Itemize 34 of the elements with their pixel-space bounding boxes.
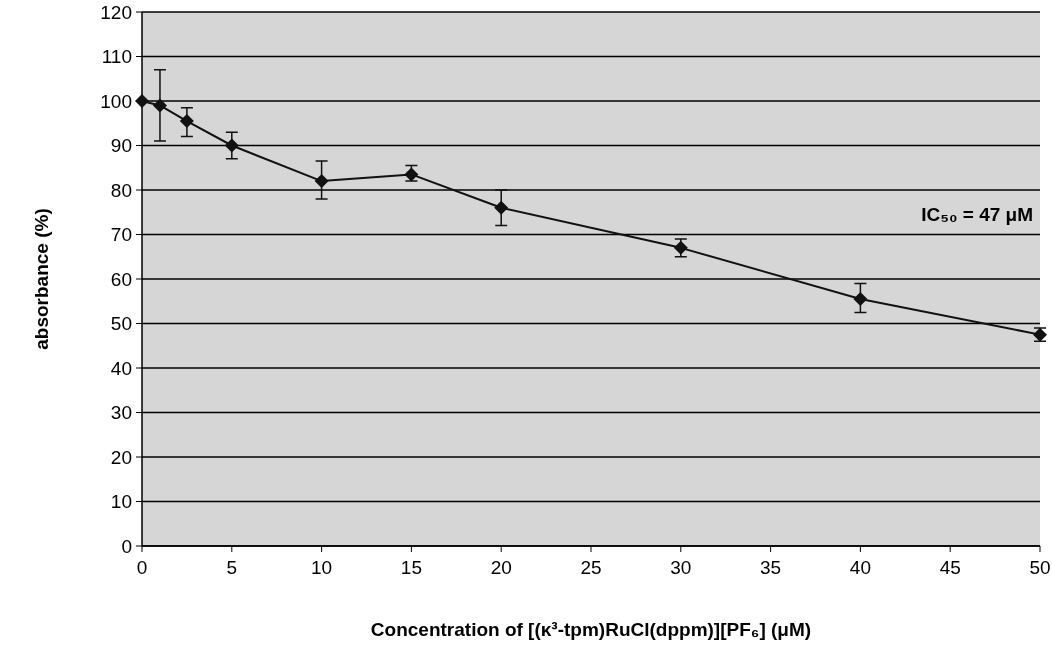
y-tick-label: 10: [110, 491, 132, 513]
annotation: IC₅₀ = 47 μM: [921, 203, 1034, 225]
point: [853, 292, 868, 307]
x-axis-title: Concentration of [(κ³-tpm)RuCl(dppm)][PF₆] (μM): [370, 619, 812, 640]
y-tick-label: 30: [110, 402, 132, 424]
point: [152, 98, 167, 113]
y-tick-label: 70: [110, 224, 132, 246]
x-tick-label: 20: [490, 557, 512, 578]
x-tick-label: 25: [580, 557, 602, 578]
y-axis-title: absorbance (%): [31, 208, 52, 350]
x-tick-label: 50: [1029, 557, 1051, 578]
y-tick-label: 100: [100, 90, 132, 112]
x-tick-label: 45: [939, 557, 961, 578]
x-tick-label: 10: [311, 557, 333, 578]
point: [179, 114, 194, 129]
x-tick-label: 40: [849, 557, 871, 578]
x-tick-label: 30: [670, 557, 692, 578]
y-tick-label: 0: [121, 535, 132, 557]
y-tick-label: 80: [110, 179, 132, 201]
y-tick-label: 40: [110, 357, 132, 379]
y-tick-label: 110: [101, 46, 132, 68]
point: [135, 94, 149, 108]
x-tick-label: 15: [400, 557, 422, 578]
point: [494, 200, 509, 215]
y-tick-label: 20: [110, 446, 132, 468]
x-tick-label: 0: [136, 557, 148, 578]
point: [314, 174, 329, 189]
x-tick-label: 35: [760, 557, 782, 578]
y-tick-label: 50: [110, 313, 132, 335]
y-tick-label: 90: [110, 135, 132, 157]
y-tick-label: 60: [110, 268, 132, 290]
x-tick-label: 5: [226, 557, 238, 578]
y-tick-label: 120: [100, 1, 132, 23]
point: [224, 138, 239, 153]
